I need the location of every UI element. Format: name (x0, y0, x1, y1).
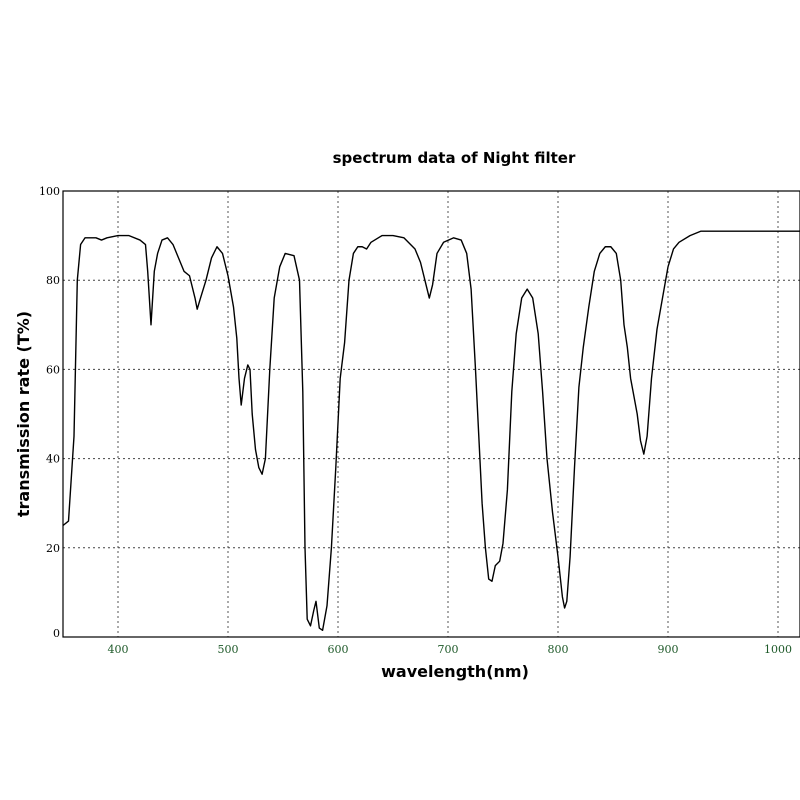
y-tick-label: 80 (46, 274, 60, 287)
y-tick-label: 100 (39, 185, 60, 198)
y-axis-label: transmission rate (T%) (14, 311, 33, 517)
x-tick-labels: 400 500 600 700 800 900 1000 (108, 643, 793, 656)
x-tick-label: 600 (328, 643, 349, 656)
x-tick-label: 700 (438, 643, 459, 656)
series-layer (62, 230, 800, 632)
x-tick-label: 800 (548, 643, 569, 656)
x-tick-label: 400 (108, 643, 129, 656)
x-axis-label: wavelength(nm) (381, 662, 529, 681)
x-tick-label: 900 (658, 643, 679, 656)
y-tick-labels: 0 20 40 60 80 100 (39, 185, 60, 640)
x-tick-label: 500 (218, 643, 239, 656)
y-tick-label: 20 (46, 542, 60, 555)
y-tick-label: 0 (53, 627, 60, 640)
grid (63, 191, 800, 637)
y-tick-label: 60 (46, 363, 60, 376)
chart-title: spectrum data of Night filter (333, 149, 576, 167)
plot-frame (62, 190, 800, 638)
y-tick-label: 40 (46, 453, 60, 466)
x-tick-label: 1000 (764, 643, 792, 656)
series-line-0 (62, 230, 800, 632)
